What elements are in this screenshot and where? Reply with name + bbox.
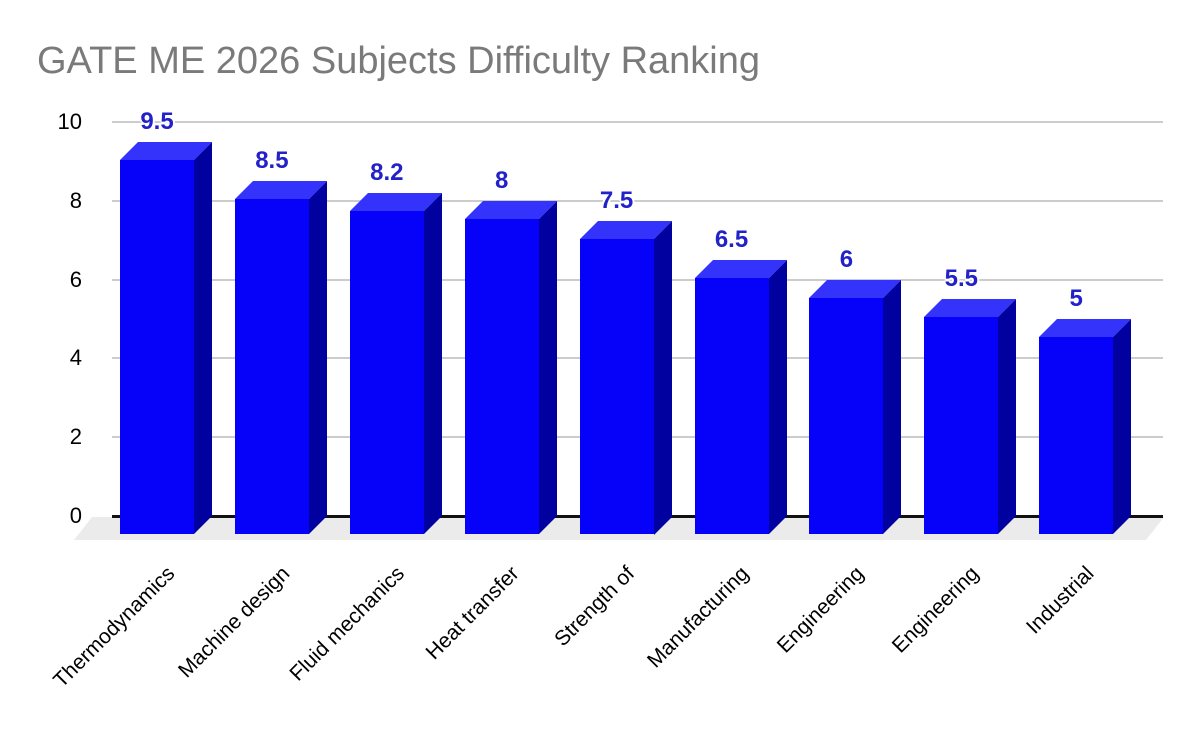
bar-front-face xyxy=(464,218,539,534)
bar-side-face xyxy=(1113,319,1132,534)
bar-front-face xyxy=(234,199,309,534)
bar-value-label: 8.5 xyxy=(255,147,289,175)
y-tick-label: 8 xyxy=(69,187,82,213)
y-tick-label: 10 xyxy=(57,109,82,134)
bar-value-label: 8 xyxy=(495,166,509,194)
bar-front-face xyxy=(809,297,884,534)
gridline xyxy=(112,121,1163,123)
bar-side-face xyxy=(653,220,672,534)
y-tick-label: 6 xyxy=(69,266,82,292)
x-axis-label: Strength of xyxy=(549,562,639,651)
y-tick-label: 2 xyxy=(69,424,82,450)
bar-front-face xyxy=(349,210,424,534)
bar-value-label: 8.2 xyxy=(370,158,404,186)
gridline xyxy=(112,199,1163,202)
x-axis-label: Industrial xyxy=(1021,562,1099,639)
bar-front-face xyxy=(120,159,194,534)
x-axis-label: Machine design xyxy=(173,562,295,683)
bar-value-label: 7.5 xyxy=(599,186,634,214)
bar-front-face xyxy=(1039,337,1114,534)
x-axis-label: Manufacturing xyxy=(643,562,754,673)
x-axis-label: Heat transfer xyxy=(421,562,524,665)
y-tick-label: 4 xyxy=(69,345,82,371)
bar-value-label: 5.5 xyxy=(944,265,978,293)
bar-value-label: 6.5 xyxy=(714,225,749,253)
bar-side-face xyxy=(768,259,787,534)
bar-value-label: 5 xyxy=(1069,285,1083,312)
chart-title: GATE ME 2026 Subjects Difficulty Ranking xyxy=(37,40,761,82)
bar-side-face xyxy=(423,192,442,534)
x-axis-label: Thermodynamics xyxy=(49,562,180,693)
bar-front-face xyxy=(924,317,999,534)
bar-side-face xyxy=(538,200,557,534)
x-axis-label: Engineering xyxy=(773,562,869,658)
bar-side-face xyxy=(308,181,327,534)
x-axis-label: Engineering xyxy=(888,562,984,658)
x-axis-label: Fluid mechanics xyxy=(285,562,410,686)
y-tick-label: 0 xyxy=(69,503,82,528)
bar-value-label: 6 xyxy=(839,245,854,273)
bar-side-face xyxy=(883,279,902,534)
bar-side-face xyxy=(998,299,1017,534)
bar-front-face xyxy=(694,277,769,534)
bar-side-face xyxy=(194,141,212,534)
bar-value-label: 9.5 xyxy=(140,107,174,135)
bar-front-face xyxy=(579,238,654,534)
